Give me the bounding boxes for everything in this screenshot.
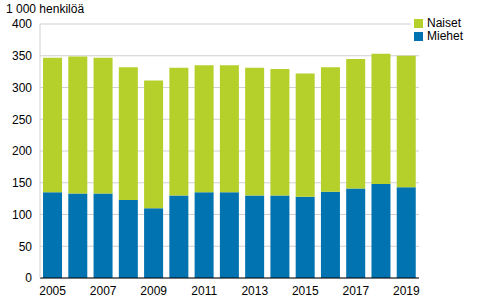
- svg-text:300: 300: [12, 81, 32, 95]
- svg-text:50: 50: [19, 240, 33, 254]
- svg-text:2009: 2009: [140, 284, 167, 298]
- svg-text:2013: 2013: [241, 284, 268, 298]
- html-text:1 000 henkilöä: 1 000 henkilöä: [6, 2, 85, 16]
- html-text:Miehet: Miehet: [427, 29, 463, 43]
- svg-text:2005: 2005: [39, 284, 66, 298]
- svg-text:350: 350: [12, 49, 32, 63]
- svg-text:250: 250: [12, 113, 32, 127]
- svg-text:2015: 2015: [292, 284, 319, 298]
- svg-text:200: 200: [12, 144, 32, 158]
- svg-text:150: 150: [12, 176, 32, 190]
- svg-text:100: 100: [12, 208, 32, 222]
- svg-text:2019: 2019: [393, 284, 420, 298]
- html-text:Naiset: Naiset: [427, 16, 461, 30]
- svg-text:400: 400: [12, 17, 32, 31]
- svg-text:0: 0: [25, 271, 32, 285]
- svg-text:2011: 2011: [191, 284, 217, 298]
- svg-text:2017: 2017: [342, 284, 369, 298]
- svg-text:2007: 2007: [90, 284, 117, 298]
